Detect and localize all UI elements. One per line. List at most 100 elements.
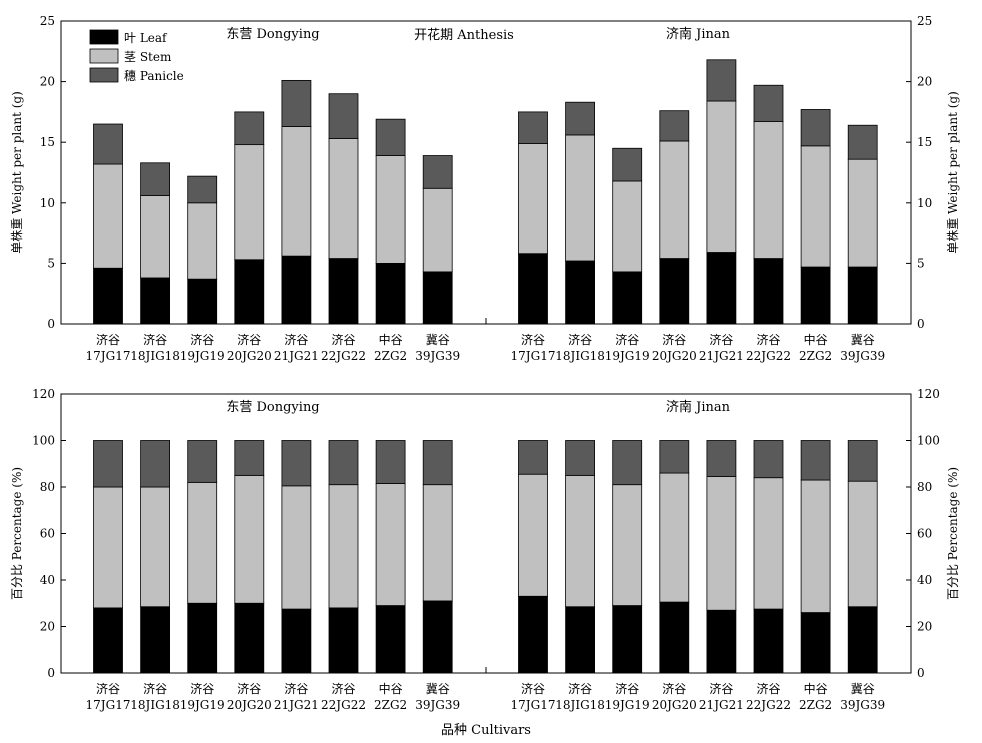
category-label-line2: 20JG20 [227, 349, 272, 363]
y-tick-label-left: 60 [40, 527, 55, 541]
bar-segment-stem [800, 479, 831, 613]
y-tick-label-right: 20 [917, 620, 932, 634]
bar-segment-panicle [328, 93, 359, 139]
bar-segment-leaf [847, 606, 878, 674]
bar-segment-stem [659, 472, 690, 603]
bar-segment-leaf [659, 601, 690, 674]
bar-segment-leaf [281, 255, 312, 325]
legend-label: 叶 Leaf [124, 31, 168, 45]
bar-segment-panicle [375, 118, 406, 156]
category-label-line2: 17JG17 [86, 349, 131, 363]
category-label-line2: 19JG19 [605, 349, 650, 363]
category-label-line2: 2ZG2 [374, 349, 407, 363]
category-label-line1: 中谷 [379, 332, 403, 347]
category-label-line1: 济谷 [521, 332, 545, 347]
bar-segment-leaf [706, 252, 737, 325]
bar-segment-panicle [847, 124, 878, 160]
category-label-line1: 冀谷 [851, 682, 875, 696]
bar-segment-leaf [753, 258, 784, 325]
y-tick-label-right: 20 [917, 75, 932, 89]
bar-segment-leaf [612, 605, 643, 674]
y-tick-label-left: 120 [32, 387, 55, 401]
bar-segment-panicle [234, 111, 265, 146]
category-label-line2: 20JG20 [652, 349, 697, 363]
category-label-line2: 17JG17 [86, 698, 131, 712]
category-label-line1: 济谷 [96, 681, 120, 696]
bar-segment-leaf [187, 602, 218, 674]
legend-swatch-leaf [89, 29, 119, 45]
y-tick-label-right: 120 [917, 387, 940, 401]
bar-segment-stem [281, 126, 312, 257]
bar-segment-stem [518, 143, 548, 255]
site-title: 东营 Dongying [226, 400, 319, 415]
bar-segment-stem [234, 474, 265, 604]
bar-segment-leaf [518, 595, 548, 674]
bar-segment-leaf [93, 607, 123, 674]
bar-segment-stem [565, 474, 595, 608]
category-label-line1: 济谷 [143, 681, 167, 696]
y-tick-label-right: 5 [917, 256, 925, 270]
bar-segment-panicle [234, 440, 265, 476]
y-tick-label-left: 5 [47, 256, 55, 270]
category-label-line2: 21JG21 [699, 349, 744, 363]
bar-segment-stem [375, 483, 406, 606]
category-label-line1: 冀谷 [426, 682, 450, 696]
category-label-line1: 济谷 [331, 332, 355, 347]
category-label-line2: 2ZG2 [799, 698, 832, 712]
category-label-line2: 39JG39 [415, 349, 460, 363]
bar-segment-stem [422, 187, 453, 273]
category-label-line1: 济谷 [237, 332, 261, 347]
bar-segment-leaf [187, 278, 218, 325]
y-tick-label-right: 100 [917, 434, 940, 448]
category-label-line2: 18JIG18 [130, 349, 180, 363]
category-label-line2: 20JG20 [227, 698, 272, 712]
category-label-line2: 19JG19 [180, 349, 225, 363]
category-label-line1: 济谷 [662, 332, 686, 347]
bar-segment-leaf [375, 605, 406, 674]
category-label-line2: 18JIG18 [555, 349, 605, 363]
site-title: 东营 Dongying [226, 27, 319, 42]
category-label-line2: 17JG17 [511, 698, 556, 712]
category-label-line2: 19JG19 [605, 698, 650, 712]
category-label-line1: 济谷 [662, 681, 686, 696]
y-tick-label-left: 25 [40, 14, 55, 28]
bar-segment-leaf [565, 260, 595, 325]
x-axis-title: 品种 Cultivars [441, 723, 531, 738]
category-label-line2: 21JG21 [274, 698, 319, 712]
bar-segment-panicle [518, 111, 548, 144]
y-tick-label-left: 15 [40, 135, 55, 149]
category-label-line2: 22JG22 [321, 698, 366, 712]
y-tick-label-left: 20 [40, 75, 55, 89]
bar-segment-leaf [422, 600, 453, 674]
bar-segment-panicle [706, 440, 737, 477]
bar-segment-panicle [753, 84, 784, 122]
y-tick-label-right: 80 [917, 480, 932, 494]
category-label-line2: 22JG22 [746, 349, 791, 363]
bar-segment-panicle [281, 79, 312, 127]
bar-segment-stem [187, 202, 218, 280]
category-label-line2: 17JG17 [511, 349, 556, 363]
bar-segment-leaf [422, 271, 453, 325]
y-tick-label-left: 10 [40, 196, 55, 210]
category-label-line1: 济谷 [568, 332, 592, 347]
bar-segment-stem [140, 195, 171, 279]
bar-segment-stem [706, 476, 737, 611]
category-label-line1: 济谷 [143, 332, 167, 347]
bar-segment-stem [800, 145, 831, 268]
bar-segment-stem [659, 140, 690, 259]
category-label-line1: 济谷 [190, 332, 214, 347]
y-tick-label-left: 0 [47, 666, 55, 680]
bar-segment-leaf [659, 258, 690, 325]
legend-swatch-stem [89, 48, 119, 64]
bar-segment-stem [328, 138, 359, 259]
y-tick-label-right: 15 [917, 135, 932, 149]
bar-segment-panicle [800, 109, 831, 147]
bar-segment-panicle [612, 440, 643, 486]
category-label-line1: 济谷 [284, 681, 308, 696]
y-tick-label-left: 40 [40, 573, 55, 587]
y-tick-label-left: 100 [32, 434, 55, 448]
category-label-line1: 济谷 [615, 332, 639, 347]
bar-segment-stem [612, 484, 643, 606]
bar-segment-stem [847, 480, 878, 608]
